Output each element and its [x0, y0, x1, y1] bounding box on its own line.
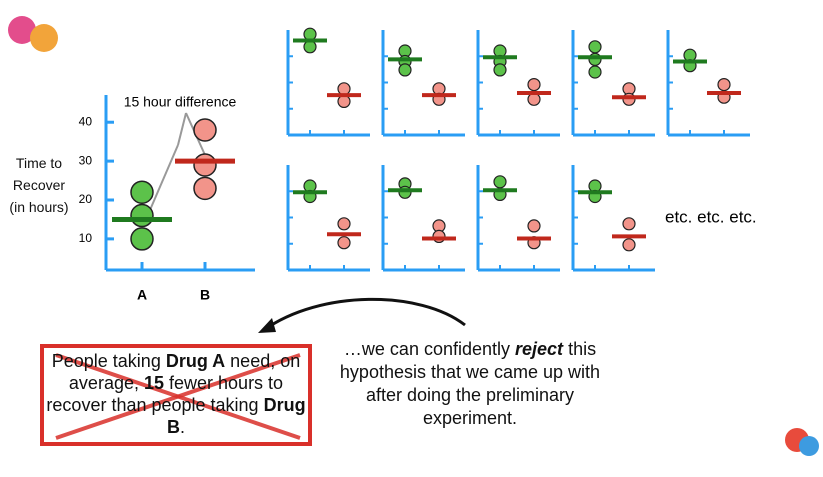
y-tick-label: 30: [79, 153, 93, 167]
mini-point: [398, 63, 412, 77]
text-segment: 15: [143, 373, 165, 393]
mini-point: [337, 82, 351, 96]
text-segment: this hypothesis that we came up with aft…: [339, 339, 601, 428]
x-tick-label: B: [200, 287, 210, 303]
mini-point: [432, 229, 446, 243]
mini-point: [527, 219, 541, 233]
mini-point: [493, 175, 507, 189]
point: [193, 118, 217, 142]
text-segment: .: [179, 417, 185, 437]
logo: [8, 16, 819, 456]
mini-point: [337, 236, 351, 250]
crossed-box: [40, 344, 312, 446]
text-segment: People taking: [51, 351, 166, 371]
annotation-pointer: [149, 144, 179, 211]
point: [193, 176, 217, 201]
mini-point: [622, 92, 636, 106]
annotation-pointer: [177, 112, 187, 146]
text-segment: …we can confidently: [343, 339, 516, 359]
mini-point: [588, 52, 602, 67]
mini-point: [588, 40, 602, 54]
mini-point: [337, 94, 351, 109]
point: [130, 227, 154, 251]
mini-point: [588, 65, 602, 79]
mini-point: [527, 92, 541, 106]
text-segment: need, on average,: [68, 351, 301, 393]
text-segment: Drug A: [165, 351, 226, 371]
mini-point: [622, 217, 636, 231]
mini-point: [493, 63, 507, 77]
hypothesis-text: People taking Drug A need, on average, 1…: [44, 350, 308, 438]
arrowhead: [258, 318, 276, 333]
point: [130, 203, 154, 228]
y-axis-label: Time to Recover (in hours): [9, 155, 69, 215]
mini-point: [527, 77, 541, 92]
text-segment: fewer hours to recover than people takin…: [46, 373, 284, 415]
annotation: 15 hour difference: [124, 94, 237, 110]
mini-point: [337, 217, 351, 231]
text-segment: Drug B: [166, 395, 306, 437]
mini-point: [303, 27, 317, 41]
mini-point: [303, 40, 317, 54]
conclusion-text: …we can confidently reject this hypothes…: [335, 338, 605, 430]
point: [193, 153, 217, 177]
y-tick-label: 20: [79, 192, 93, 206]
mini-point: [622, 238, 636, 252]
arrow: [263, 297, 466, 332]
mini-point: [717, 77, 731, 92]
text-segment: reject: [515, 339, 564, 359]
etc-label: etc. etc. etc.: [665, 207, 757, 226]
cross-line: [55, 353, 301, 440]
point: [130, 180, 154, 204]
mini-point: [398, 185, 412, 199]
x-tick-label: A: [137, 287, 147, 303]
y-tick-label: 40: [79, 114, 93, 128]
y-tick-label: 10: [79, 231, 93, 245]
